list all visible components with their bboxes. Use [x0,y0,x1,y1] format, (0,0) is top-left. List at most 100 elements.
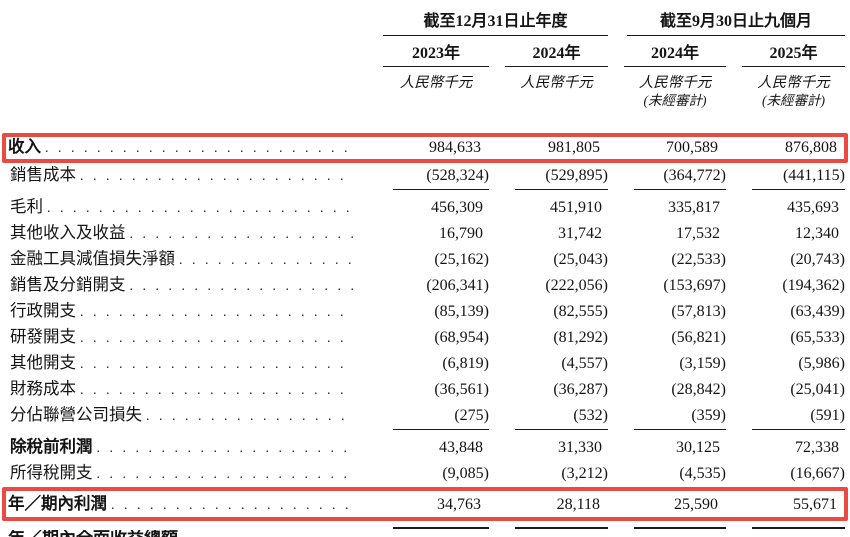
rule-line [634,189,726,190]
cell-fy2023: (206,341) [426,277,489,294]
dot-leader: . . . . . . . . . . . . . . . . . . . . … [96,467,355,482]
cell-9m2024: 30,125 [676,439,720,456]
row-label: 銷售及分銷開支 [10,275,126,294]
dot-leader: . . . . . . . . . . . . . . . . . . . . … [96,441,355,456]
column-year-2024: 2024年 [505,39,608,67]
cell-fy2023: 984,633 [429,139,481,156]
cell-9m2024: 335,817 [668,199,720,216]
rule-line [515,429,608,430]
column-year-2025-9m: 2025年 [742,39,845,67]
table-body: 收入 . . . . . . . . . . . . . . . . . . .… [0,133,850,529]
cell-9m2024: (4,535) [679,465,726,482]
dot-leader: . . . . . . . . . . . . . . . . . . . . … [80,331,354,346]
cell-9m2025: 55,671 [793,496,837,513]
cell-fy2024: (222,056) [545,277,608,294]
cell-fy2024: 451,910 [550,199,602,216]
dot-leader: . . . . . . . . . . . . . . . . . . . . … [179,253,354,268]
highlight-box: 收入 . . . . . . . . . . . . . . . . . . .… [2,133,848,163]
dot-leader: . . . . . . . . . . . . . . . . . . . . … [80,383,354,398]
column-rule-row [0,521,850,529]
cell-9m2024: (28,842) [671,381,726,398]
unit-label: 人民幣千元 [520,75,593,91]
cell-fy2023: (6,819) [442,355,489,372]
cell-9m2025: (63,439) [790,303,845,320]
dot-leader: . . . . . . . . . . . . . . . . . . . . … [80,169,354,184]
rule-line [515,189,608,190]
cell-fy2024: (36,287) [553,381,608,398]
column-rule-row [0,189,850,195]
cell-9m2024: (57,813) [671,303,726,320]
table-row: 除稅前利潤 . . . . . . . . . . . . . . . . . … [0,435,850,461]
cell-9m2025: 876,808 [785,139,837,156]
cell-9m2024: (359) [691,407,726,424]
table-row: 金融工具減值損失淨額 . . . . . . . . . . . . . . .… [0,247,850,273]
cell-9m2024: (3,159) [679,355,726,372]
cell-9m2025: (20,743) [790,251,845,268]
row-label: 研發開支 [10,327,76,346]
table-row: 其他開支 . . . . . . . . . . . . . . . . . .… [0,351,850,377]
cell-9m2025: 435,693 [787,199,839,216]
cell-fy2024: 981,805 [548,139,600,156]
row-label: 銷售成本 [10,165,76,184]
table-row: 所得稅開支 . . . . . . . . . . . . . . . . . … [0,461,850,487]
cell-fy2024: 31,330 [558,439,602,456]
unaudited-label: (未經審計) [762,93,825,108]
dot-leader: . . . . . . . . . . . . . . . . . . . . … [80,305,354,320]
table-row: 毛利 . . . . . . . . . . . . . . . . . . .… [0,195,850,221]
table-header-unaudited: (未經審計) (未經審計) [0,89,850,109]
unit-label: 人民幣千元 [757,75,830,91]
cell-fy2024: (25,043) [553,251,608,268]
cell-fy2024: (81,292) [553,329,608,346]
cell-9m2024: (56,821) [671,329,726,346]
row-label: 毛利 [10,197,43,216]
rule-line [752,527,845,529]
cell-fy2024: (4,557) [561,355,608,372]
table-row: 銷售及分銷開支 . . . . . . . . . . . . . . . . … [0,273,850,299]
cell-9m2024: (364,772) [663,167,726,184]
clipped-next-row-fragment: 年／期內全面收益總額 [8,530,238,537]
cell-9m2024: 25,590 [674,496,718,513]
row-label: 收入 [8,137,41,156]
rule-line [393,429,489,430]
table-row: 其他收入及收益 . . . . . . . . . . . . . . . . … [0,221,850,247]
row-label: 所得稅開支 [10,463,93,482]
table-header-groups: 截至12月31日止年度 截至9月30日止九個月 [0,6,850,36]
cell-9m2025: (441,115) [782,167,845,184]
cell-fy2024: (532) [573,407,608,424]
cell-9m2025: (25,041) [790,381,845,398]
cell-fy2024: 28,118 [556,496,600,513]
cell-fy2023: (9,085) [442,465,489,482]
dot-leader: . . . . . . . . . . . . . . . . . . . . … [129,227,355,242]
cell-9m2025: (591) [810,407,845,424]
dot-leader: . . . . . . . . . . . . . . . . . . . . … [80,357,354,372]
period-group-nine-months: 截至9月30日止九個月 [627,7,845,36]
table-row: 年／期內利潤 . . . . . . . . . . . . . . . . .… [6,491,844,517]
table-row: 財務成本 . . . . . . . . . . . . . . . . . .… [0,377,850,403]
cell-fy2024: (82,555) [553,303,608,320]
rule-line [515,527,608,529]
cell-9m2024: (153,697) [663,277,726,294]
cell-9m2024: 700,589 [666,139,718,156]
unit-label: 人民幣千元 [399,75,473,91]
rule-line [634,429,726,430]
rule-line [393,189,489,190]
cell-fy2023: (68,954) [434,329,489,346]
table-header-units: 人民幣千元 人民幣千元 人民幣千元 人民幣千元 [0,67,850,91]
row-label: 分佔聯營公司損失 [10,405,142,424]
row-label: 其他收入及收益 [10,223,126,242]
row-label: 財務成本 [10,379,76,398]
row-label: 除稅前利潤 [10,437,93,456]
cell-fy2024: (3,212) [561,465,608,482]
cell-fy2023: (275) [454,407,489,424]
unit-label: 人民幣千元 [638,75,712,91]
table-row: 分佔聯營公司損失 . . . . . . . . . . . . . . . .… [0,403,850,429]
table-row: 研發開支 . . . . . . . . . . . . . . . . . .… [0,325,850,351]
column-year-2024-9m: 2024年 [624,39,726,67]
row-label: 金融工具減值損失淨額 [10,249,175,268]
dot-leader: . . . . . . . . . . . . . . . . . . . . … [45,141,352,156]
table-row: 行政開支 . . . . . . . . . . . . . . . . . .… [0,299,850,325]
cell-fy2023: 34,763 [437,496,481,513]
dot-leader: . . . . . . . . . . . . . . . . . . . . … [47,201,354,216]
highlight-box: 年／期內利潤 . . . . . . . . . . . . . . . . .… [2,487,848,521]
